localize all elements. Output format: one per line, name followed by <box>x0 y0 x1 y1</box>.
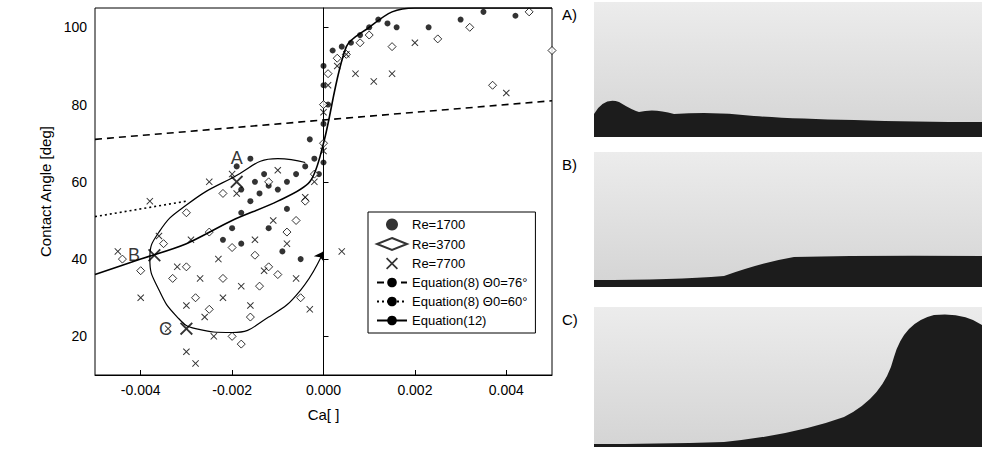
svg-text:Contact Angle [deg]: Contact Angle [deg] <box>37 126 54 257</box>
svg-text:Re=1700: Re=1700 <box>412 217 465 232</box>
svg-text:A: A <box>231 148 243 168</box>
svg-text:Equation(8) Θ0=60°: Equation(8) Θ0=60° <box>412 294 527 309</box>
svg-text:-0.002: -0.002 <box>212 382 252 398</box>
svg-text:C: C <box>159 319 172 339</box>
svg-text:Re=7700: Re=7700 <box>412 256 465 271</box>
html-text:C): C) <box>562 311 578 328</box>
svg-text:20: 20 <box>71 328 87 344</box>
svg-text:Equation(8) Θ0=76°: Equation(8) Θ0=76° <box>412 275 527 290</box>
html-text:A): A) <box>562 6 577 23</box>
svg-text:Re=3700: Re=3700 <box>412 237 465 252</box>
svg-text:0.000: 0.000 <box>306 382 341 398</box>
svg-text:Equation(12): Equation(12) <box>412 313 486 328</box>
svg-text:0.002: 0.002 <box>397 382 432 398</box>
svg-text:100: 100 <box>64 19 88 35</box>
svg-text:B: B <box>128 245 140 265</box>
svg-text:0.004: 0.004 <box>489 382 524 398</box>
html-text:B): B) <box>562 156 577 173</box>
svg-text:Ca[ ]: Ca[ ] <box>308 406 340 423</box>
svg-text:40: 40 <box>71 251 87 267</box>
svg-text:60: 60 <box>71 174 87 190</box>
svg-text:80: 80 <box>71 97 87 113</box>
svg-text:-0.004: -0.004 <box>121 382 161 398</box>
